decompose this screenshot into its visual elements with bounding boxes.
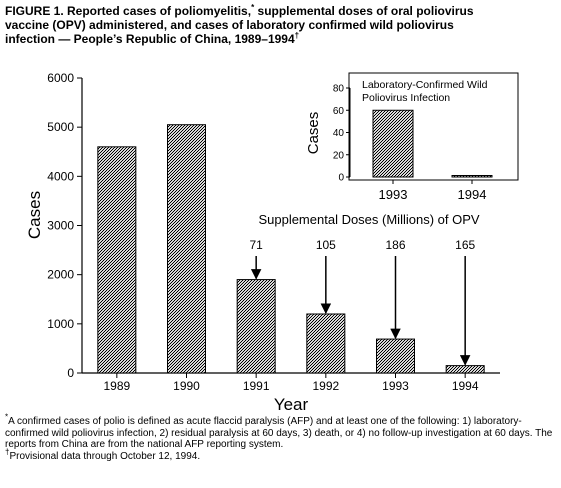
x-tick-label: 1991 — [243, 379, 270, 393]
x-tick-label: 1994 — [452, 379, 479, 393]
bar-1991 — [236, 279, 276, 374]
inset-chart: Laboratory-Confirmed Wild Poliovirus Inf… — [305, 72, 519, 203]
y-tick-label: 0 — [67, 366, 74, 380]
bar-1993 — [376, 338, 415, 374]
inset-y-axis-label: Cases — [305, 112, 322, 155]
footnote-1: *A confirmed cases of polio is defined a… — [5, 412, 553, 450]
dose-label-1992: 105 — [316, 238, 336, 252]
dose-label-1991: 71 — [249, 238, 263, 252]
inset-y-tick-label: 40 — [333, 128, 345, 139]
bar-1992 — [306, 313, 346, 374]
y-tick-label: 1000 — [47, 317, 74, 331]
y-axis-label: Cases — [25, 191, 44, 239]
y-tick-label: 4000 — [47, 169, 74, 183]
footnote-2-mark: † — [5, 447, 10, 457]
dose-label-1993: 186 — [385, 238, 405, 252]
inset-y-tick-label: 60 — [333, 106, 345, 117]
title-line-2: vaccine (OPV) administered, and cases of… — [5, 18, 454, 32]
inset-y-tick-label: 80 — [333, 84, 345, 95]
inset-x-tick-label: 1993 — [379, 187, 408, 202]
inset-title-line-2: Poliovirus Infection — [362, 92, 450, 104]
main-chart-axes: 0 1000 2000 3000 4000 5000 6000 1989 1990 1991 199… — [47, 71, 500, 393]
x-axis-label: Year — [274, 395, 309, 414]
inset-x-tick-label: 1994 — [458, 187, 487, 202]
title-asterisk: * — [251, 3, 255, 12]
inset-y-tick-label: 20 — [333, 150, 345, 161]
footnote-1-mark: * — [5, 412, 9, 422]
x-tick-label: 1989 — [103, 379, 130, 393]
figure-title: FIGURE 1. Reported cases of poliomyeliti… — [5, 3, 557, 47]
bar-1989 — [97, 146, 137, 374]
bar-1990 — [167, 124, 206, 374]
x-tick-label: 1990 — [173, 379, 200, 393]
inset-axes: 0 20 40 60 80 1993 1994 — [333, 84, 487, 203]
inset-y-tick-label: 0 — [338, 173, 344, 184]
main-chart-bars — [97, 124, 485, 374]
footnotes: *A confirmed cases of polio is defined a… — [5, 412, 557, 462]
title-line-3: infection — People’s Republic of China, … — [5, 31, 300, 47]
inset-bars — [372, 109, 493, 178]
x-tick-label: 1992 — [312, 379, 339, 393]
y-tick-label: 5000 — [47, 120, 74, 134]
inset-bar-1993 — [372, 109, 414, 178]
y-tick-label: 3000 — [47, 219, 74, 233]
dose-label-1994: 165 — [455, 238, 475, 252]
y-tick-label: 6000 — [47, 71, 74, 85]
title-dagger: † — [294, 31, 300, 40]
doses-heading: Supplemental Doses (Millions) of OPV — [258, 212, 479, 227]
dose-annotations: 71 105 186 165 — [249, 238, 475, 366]
footnote-2: †Provisional data through October 12, 19… — [5, 447, 201, 462]
x-tick-label: 1993 — [382, 379, 409, 393]
title-line-1: FIGURE 1. Reported cases of poliomyeliti… — [5, 3, 474, 19]
bar-1994 — [445, 365, 485, 374]
y-tick-label: 2000 — [47, 268, 74, 282]
inset-title-line-1: Laboratory-Confirmed Wild — [362, 79, 488, 91]
inset-bar-1994 — [451, 175, 493, 178]
